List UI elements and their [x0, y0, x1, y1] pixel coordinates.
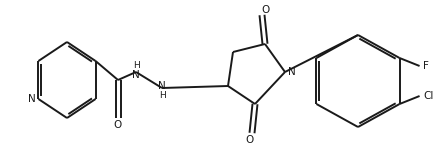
Text: O: O [114, 120, 122, 130]
Text: H: H [132, 62, 139, 70]
Text: N: N [288, 67, 296, 77]
Text: Cl: Cl [423, 91, 434, 101]
Text: N: N [158, 81, 166, 91]
Text: N: N [132, 70, 140, 80]
Text: O: O [245, 135, 253, 145]
Text: O: O [261, 5, 269, 15]
Text: F: F [423, 61, 429, 71]
Text: N: N [28, 94, 35, 104]
Text: H: H [159, 91, 165, 99]
